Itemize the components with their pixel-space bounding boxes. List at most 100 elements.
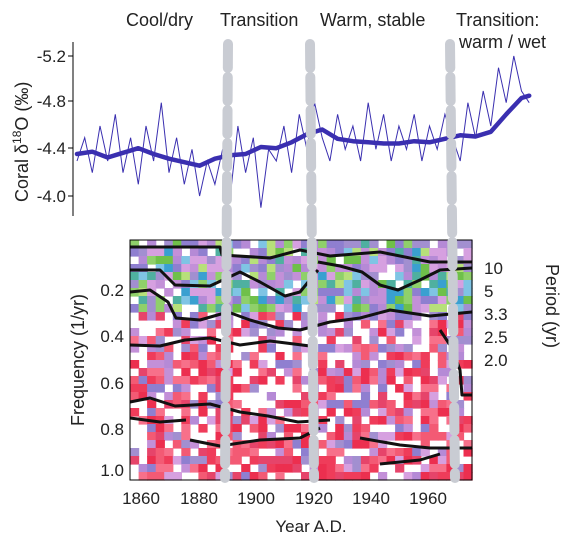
heatmap-cell [283,360,294,369]
heatmap-cell [343,376,353,385]
heatmap-cell [360,456,371,465]
heatmap-cell [352,296,362,305]
heatmap-cell [335,296,345,305]
heatmap-cell [335,368,345,377]
heatmap-cell [301,272,311,281]
heatmap-cell [206,416,217,425]
heatmap-cell [249,312,259,321]
heatmap-cell [395,368,405,377]
heatmap-cell [360,432,371,441]
heatmap-cell [318,264,328,273]
top-ylabel: Coral δ18O (‰) [10,82,32,202]
heatmap-cell [386,320,396,329]
heatmap-cell [403,296,413,305]
heatmap-cell [155,416,165,425]
heatmap-cell [164,344,174,353]
top-ytick-label: -4.8 [37,92,66,111]
heatmap-cell [275,440,285,449]
heatmap-cell [155,464,165,473]
heatmap-cell [138,280,148,289]
heatmap-cell [206,448,217,457]
heatmap-cell [249,280,259,289]
heatmap-cell [198,344,208,353]
heatmap-cell [318,280,328,289]
heatmap-cell [420,240,430,249]
heatmap-cell [266,344,276,353]
heatmap-cell [403,368,413,377]
heatmap-cell [130,248,140,257]
heatmap-cell [463,288,473,297]
heatmap-cell [283,408,294,417]
heatmap-cell [343,280,353,289]
heatmap-cell [318,368,328,377]
heatmap-cell [206,368,217,377]
heatmap-cell [369,256,379,265]
heatmap-cell [181,256,191,265]
heatmap-cell [198,336,208,345]
contour-line [189,426,321,448]
heatmap-cell [275,448,285,457]
heatmap-cell [258,440,268,449]
heatmap-cell [206,376,217,385]
heatmap-cell [326,344,336,353]
heatmap-cell [241,264,251,273]
heatmap-cell [147,448,157,457]
top-ytick-label: -5.2 [37,47,66,66]
heatmap-cell [352,272,362,281]
heatmap-cell [181,424,191,433]
heatmap-cell [206,336,217,345]
heatmap-cell [138,288,148,297]
contour-line [129,416,187,424]
heatmap-cell [429,456,439,465]
heatmap-cell [343,320,353,329]
heatmap-cell [437,248,447,257]
heatmap-cell [403,400,413,409]
heatmap-cell [266,256,276,265]
heatmap-cell [138,312,148,321]
heatmap-cell [352,288,362,297]
heatmap-cell [249,440,259,449]
heatmap-cell [454,320,465,329]
heatmap-cell [395,464,405,473]
heatmap-cell [189,344,200,353]
heatmap-cell [164,264,174,273]
heatmap-cell [378,368,388,377]
heatmap-cell [232,472,242,481]
heatmap-cell [360,376,371,385]
heatmap-cell [343,328,353,337]
heatmap-cell [130,264,140,273]
heatmap-cell [420,352,430,361]
heatmap-cell [292,456,302,465]
heatmap-cell [386,368,396,377]
bottom-y2tick-group: 10 5 3.3 2.5 2.0 [484,259,508,370]
heatmap-cell [198,368,208,377]
heatmap-cell [301,440,311,449]
contour-line [129,288,473,332]
heatmap-cell [232,360,242,369]
heatmap-cell [420,400,430,409]
heatmap-cell [147,440,157,449]
heatmap-cell [429,408,439,417]
heatmap-cell [352,256,362,265]
heatmap-cell [181,464,191,473]
heatmap-cell [147,312,157,321]
heatmap-cell [335,440,345,449]
heatmap-cell [130,360,140,369]
heatmap-cell [181,360,191,369]
heatmap-cell [352,384,362,393]
heatmap-cell [352,464,362,473]
heatmap-cell [249,304,259,313]
heatmap-cell [206,384,217,393]
heatmap-cell [454,464,465,473]
top-ytick-label: -4.4 [37,139,66,158]
heatmap-cell [369,432,379,441]
heatmap-cell [147,304,157,313]
heatmap-cell [189,360,200,369]
heatmap-cell [318,376,328,385]
heatmap-cell [292,256,302,265]
heatmap-cell [437,456,447,465]
heatmap-cell [172,432,182,441]
heatmap-cell [386,240,396,249]
heatmap-cell [164,456,174,465]
bottom-xtick-group: 1860 1880 1900 1920 1940 1960 [122,489,447,508]
